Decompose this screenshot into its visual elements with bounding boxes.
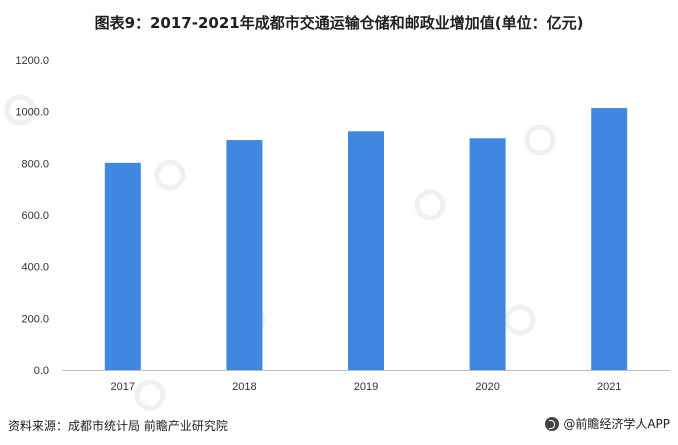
y-tick-label: 1200.0: [15, 55, 49, 67]
watermark-logo-icon: [504, 304, 536, 336]
bar-2020: [469, 138, 506, 370]
brand-logo-icon: [545, 416, 560, 431]
y-tick-label: 800.0: [21, 158, 49, 170]
chart-title: 图表9：2017-2021年成都市交通运输仓储和邮政业增加值(单位：亿元): [94, 14, 584, 32]
bar-2019: [348, 131, 384, 370]
brand-credit: @前瞻经济学人APP: [545, 415, 670, 432]
watermark-layer: [4, 94, 556, 411]
x-tick-label: 2020: [475, 381, 499, 393]
source-text: 成都市统计局 前瞻产业研究院: [68, 419, 228, 433]
y-tick-label: 1000.0: [15, 107, 49, 119]
bar-2017: [104, 162, 141, 370]
x-axis: 2017 2018 2019 2020 2021: [62, 370, 670, 393]
x-tick-label: 2017: [111, 381, 135, 393]
y-tick-label: 400.0: [21, 262, 49, 274]
brand-text: @前瞻经济学人APP: [563, 417, 670, 431]
y-tick-label: 200.0: [21, 313, 49, 325]
watermark-logo-icon: [154, 159, 186, 191]
y-axis: 0.0 200.0 400.0 600.0 800.0 1000.0 1200.0: [15, 55, 49, 377]
bars-group: [104, 108, 628, 371]
watermark-logo-icon: [414, 189, 446, 221]
x-tick-label: 2021: [597, 381, 621, 393]
y-tick-label: 600.0: [21, 210, 49, 222]
x-tick-label: 2019: [354, 381, 378, 393]
source-label: 资料来源：: [8, 419, 69, 433]
watermark-logo-icon: [524, 124, 556, 156]
source-note: 资料来源：成都市统计局 前瞻产业研究院: [8, 417, 228, 434]
y-tick-label: 0.0: [34, 365, 49, 377]
bar-2021: [591, 108, 628, 371]
watermark-logo-icon: [134, 379, 166, 411]
x-tick-label: 2018: [232, 381, 256, 393]
bar-2018: [226, 140, 263, 370]
watermark-logo-icon: [4, 94, 36, 126]
